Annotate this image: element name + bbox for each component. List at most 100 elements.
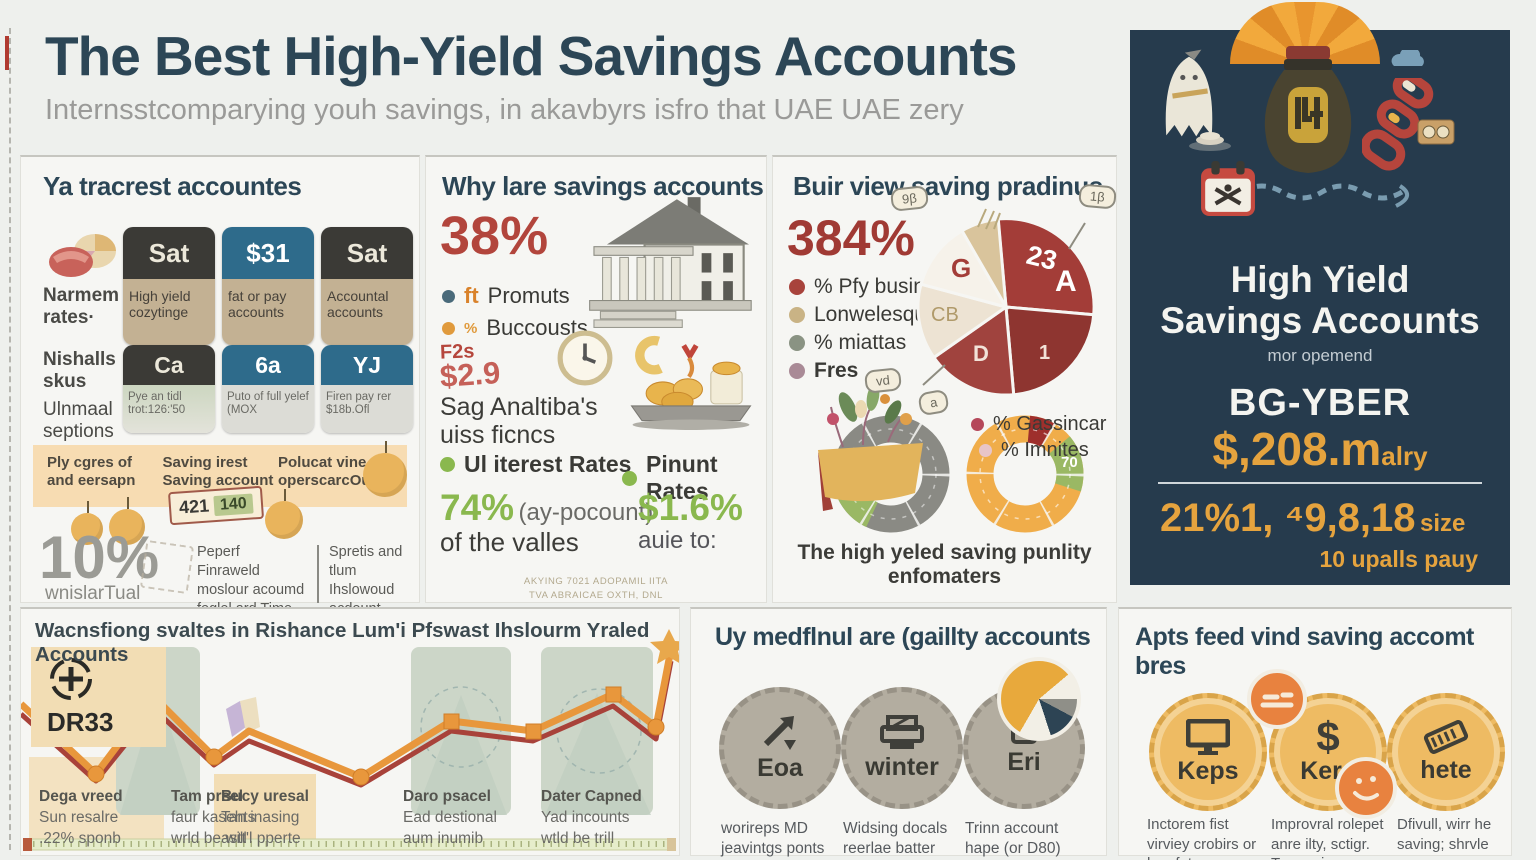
- chain-squiggle-icon: [1242, 183, 1409, 208]
- card-body: fat or pay accounts: [222, 279, 314, 345]
- divider: [1158, 482, 1482, 484]
- label-line: Daro psacel: [403, 788, 491, 805]
- quality-panel-title: Uy medflnul are (gaillty accounts: [715, 623, 1091, 651]
- flower-basket-icon: [818, 383, 923, 511]
- pie-label: 23: [1024, 240, 1060, 276]
- account-card: Ca Pye an tidl trot:126:'50: [123, 345, 215, 433]
- note-divider: [317, 545, 319, 603]
- big-stat: 10%: [39, 524, 160, 591]
- bullet-dot-icon: [440, 457, 455, 472]
- band-item: Ply cgres of and eersapn: [47, 454, 136, 489]
- scribble-b: $2.9: [438, 354, 502, 395]
- legend-label: % miattas: [814, 331, 907, 354]
- quality-item-label: winter: [865, 752, 939, 781]
- bullet-prefix: ft: [464, 283, 479, 308]
- stat2-value: 74%: [440, 487, 515, 528]
- fine-print-line: TVA ABRAICAE OXTH, DNL: [529, 590, 663, 602]
- chart-badge: DR33: [31, 647, 166, 747]
- poster-left-dashed-edge: [9, 28, 11, 850]
- tag-value-b: 140: [213, 492, 254, 516]
- row1-label: Narmem rates·: [43, 285, 120, 328]
- view-panel-title: Buir view saving pradinus: [793, 171, 1103, 201]
- account-card: Sat Accountal accounts: [321, 227, 413, 345]
- legend2-item: % Imnites: [979, 439, 1089, 462]
- label-line: aum inumib: [403, 829, 484, 847]
- legend-dot-icon: [789, 307, 805, 323]
- legend2-item: % Gassincar: [971, 413, 1106, 436]
- quality-item-caption: worireps MD jeavintgs ponts: [721, 820, 825, 858]
- printer-icon: [880, 714, 924, 749]
- label-line: .22% sponb: [39, 829, 121, 847]
- card-header: $31: [222, 227, 314, 279]
- rate-label: Ul iterest Rates: [464, 451, 632, 477]
- card-title-line1: High Yield: [1230, 259, 1410, 300]
- fees-panel: Apts feed vind saving accomt bres Keps $…: [1118, 607, 1512, 860]
- red-chain-icon: [1362, 78, 1434, 171]
- chart-badge-label: DR33: [47, 707, 114, 737]
- bed-badge-icon: [1247, 669, 1307, 729]
- target-icon: [50, 658, 92, 700]
- fine-print-line: AKYING 7021 ADOPAMIL IITA: [523, 576, 669, 587]
- view-panel: Buir view saving pradinus 384% % Pfy bus…: [772, 155, 1117, 603]
- card-header: 6a: [222, 345, 314, 385]
- legend-item: Fres: [789, 359, 858, 383]
- label-line: Bucy uresal: [221, 788, 309, 805]
- poster-corner-red-mark: [5, 36, 9, 70]
- pie-label: CB: [931, 304, 959, 326]
- label-line: Tan inasing: [221, 808, 300, 826]
- fees-item-label: Keps: [1177, 756, 1239, 785]
- card-header: YJ: [321, 345, 413, 385]
- food-tray-icon: [630, 335, 752, 430]
- label-line: Dater Capned: [541, 788, 642, 805]
- card-title: High Yield Savings Accounts: [1130, 259, 1510, 341]
- why-panel: Why lare savings accounts 38% ft Promuts: [425, 155, 767, 603]
- account-card: $31 fat or pay accounts: [222, 227, 314, 345]
- chart-title: Wacnsfiong svaltes in Rishance Lum'i Pfs…: [35, 619, 650, 666]
- legend-label: % Gassincar: [993, 413, 1107, 435]
- balloon-icon: [109, 497, 145, 545]
- row2-label-b: Ulnmaal septions: [43, 399, 114, 442]
- stat2-note: (ay-pocount): [518, 499, 654, 526]
- why-bullet-a: ft Promuts: [442, 283, 570, 309]
- label-line: Sun resalre: [39, 808, 119, 826]
- summary-card: High Yield Savings Accounts mor opemend …: [1130, 2, 1510, 585]
- legend-dot-icon: [971, 418, 984, 431]
- fees-item-label: hete: [1420, 755, 1472, 784]
- accounts-row1: Sat High yield cozytinge $31 fat or pay …: [123, 227, 413, 345]
- bullet-dot-icon: [442, 289, 455, 303]
- chart-panel: Wacnsfiong svaltes in Rishance Lum'i Pfs…: [20, 607, 680, 856]
- cloud-icon: [1391, 50, 1424, 66]
- account-card: YJ Firen pay rer $18b.Ofl: [321, 345, 413, 433]
- brand-name: BG-YBER: [1228, 382, 1412, 424]
- quality-item-circle: winter: [841, 687, 963, 809]
- legend-label: Lonwelesqurs: [814, 303, 944, 326]
- smiley-badge-icon: [1335, 757, 1397, 819]
- amount-suffix: alry: [1381, 441, 1428, 471]
- figures-value: 21%1, ⁴9,8,18: [1160, 496, 1416, 540]
- view-stat: 384%: [787, 210, 915, 266]
- legend-dot-icon: [789, 279, 805, 295]
- why-stat: 38%: [440, 206, 549, 266]
- clock-icon: [557, 330, 613, 386]
- stamp-icon: [139, 539, 195, 595]
- figures: 21%1, ⁴9,8,18 size: [1160, 496, 1465, 541]
- chart-category-label: Dega vreed Sun resalre .22% sponb: [39, 787, 151, 850]
- monitor-icon: [1186, 718, 1230, 755]
- account-card: 6a Puto of full yelef (MOX: [222, 345, 314, 433]
- chart-category-label: Tam prsel faur kasehts wrld be will: [171, 787, 279, 850]
- label-line: Ead destional: [403, 808, 497, 826]
- card-body: Firen pay rer $18b.Ofl: [321, 385, 413, 433]
- bullet-prefix: %: [464, 319, 478, 337]
- bank-building-icon: [589, 197, 752, 328]
- chart-category-label: Daro psacel Ead destional aum inumib: [403, 787, 515, 850]
- header: The Best High-Yield Savings Accounts Int…: [45, 24, 1125, 127]
- fine-print: AKYING 7021 ADOPAMIL IITA TVA ABRAICAE O…: [496, 575, 696, 604]
- quality-item-label: Eri: [1007, 747, 1041, 776]
- card-body: Puto of full yelef (MOX: [222, 385, 314, 433]
- stat3-line2: auie to:: [638, 527, 717, 554]
- radio-icon: [1417, 119, 1455, 145]
- why-panel-title: Why lare savings accounts: [442, 171, 764, 201]
- speech-bubble: 9β: [889, 185, 929, 212]
- price-tag-icon: 421 140: [167, 485, 264, 526]
- page-subtitle: Internsstcomparying youh savings, in aka…: [45, 94, 964, 126]
